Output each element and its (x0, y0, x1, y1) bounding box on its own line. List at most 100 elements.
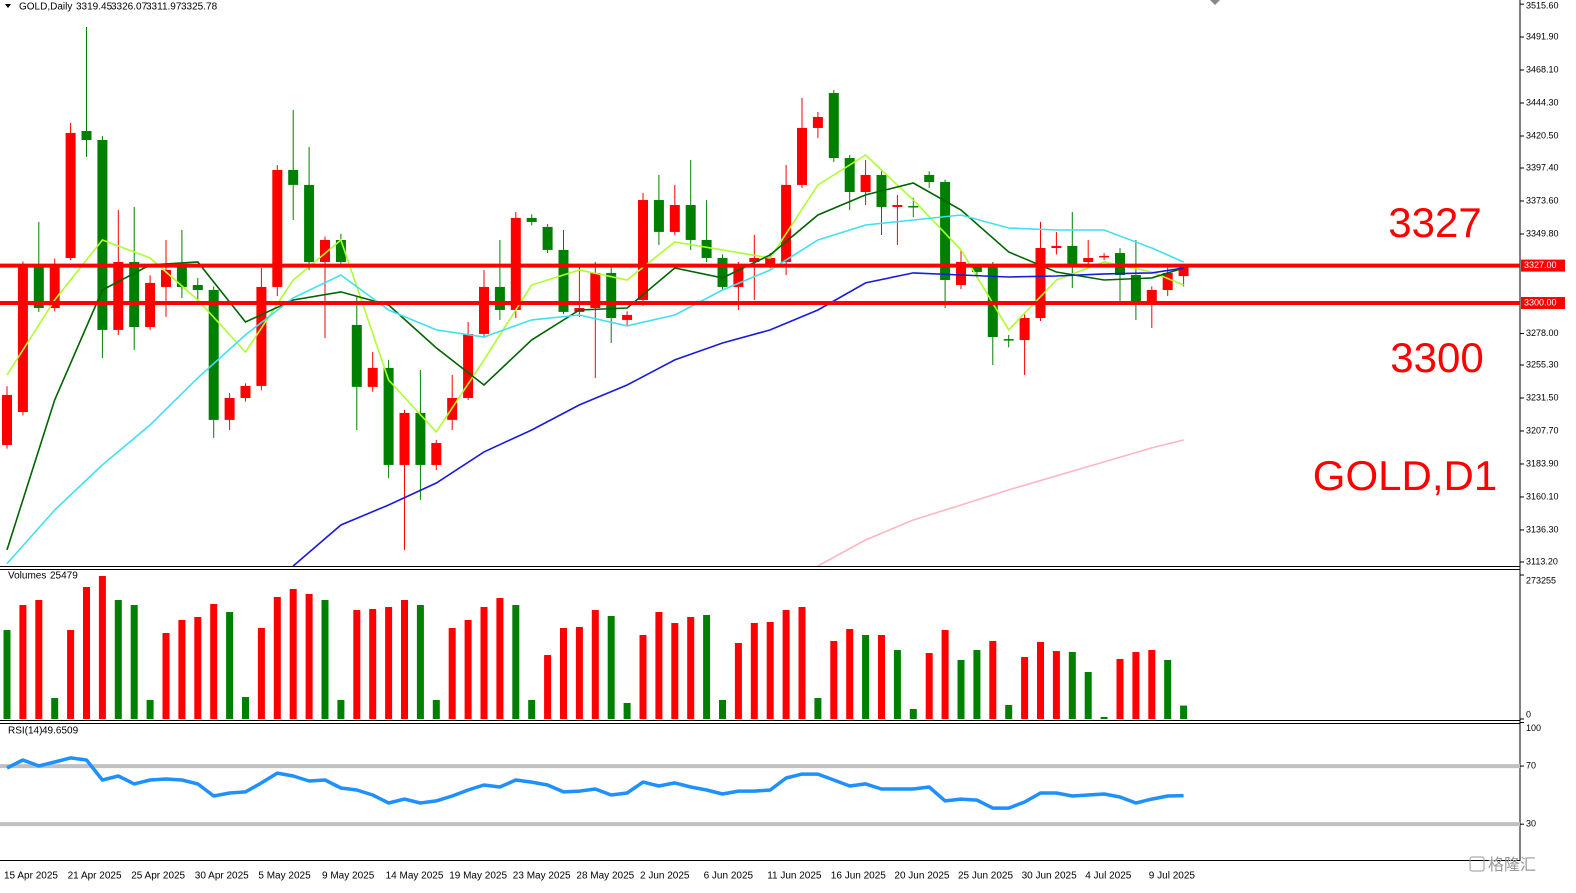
volume-bar (544, 655, 552, 719)
volume-bar (1164, 659, 1172, 719)
volume-title: Volumes (8, 571, 46, 582)
candle-body (1178, 267, 1189, 277)
x-tick-label: 5 May 2025 (258, 871, 311, 882)
candle-body (924, 174, 935, 183)
x-tick-label: 25 Apr 2025 (131, 871, 185, 882)
y-tick-label: 3160.10 (1526, 491, 1559, 501)
rsi-line (6, 756, 1184, 810)
chart-title: GOLD,Daily (19, 2, 72, 13)
candle-body (335, 239, 346, 262)
y-tick-label: 3136.30 (1526, 524, 1559, 534)
volume-bar (1132, 652, 1140, 719)
volume-bar (989, 641, 997, 719)
candle-body (892, 205, 903, 207)
volume-bar (130, 605, 138, 719)
candle-body (367, 367, 378, 387)
candle-body (383, 367, 394, 465)
volume-bar (830, 641, 838, 719)
volume-bar (98, 575, 106, 719)
candle-body (49, 264, 60, 309)
volume-bar (67, 629, 75, 719)
level-label: 3327.00 (1524, 260, 1557, 270)
candle-body (1003, 339, 1014, 341)
candle-body (17, 264, 28, 412)
moving-average (6, 182, 1184, 551)
volume-bar (432, 699, 440, 719)
level-label-box (1521, 259, 1565, 272)
x-tick-label: 14 May 2025 (386, 871, 444, 882)
candle-body (1130, 275, 1141, 305)
volume-bar (1037, 642, 1044, 719)
candle-body (240, 385, 251, 398)
volume-bar (416, 605, 424, 719)
candle-body (192, 285, 203, 291)
volume-bar (35, 600, 43, 719)
candle-body (971, 267, 982, 272)
volume-bar (337, 699, 345, 719)
candle-body (176, 266, 187, 287)
volume-bar (226, 612, 234, 719)
volume-bar (162, 632, 170, 719)
y-tick-label: 3420.50 (1526, 130, 1559, 140)
candle-body (208, 290, 219, 420)
candle-body (844, 158, 855, 192)
candle-body (638, 200, 648, 300)
volume-bar (925, 653, 933, 719)
volume-bar (51, 698, 59, 719)
volume-bar (242, 697, 249, 719)
y-tick-label: 3231.50 (1526, 392, 1559, 402)
x-tick-label: 30 Apr 2025 (195, 871, 249, 882)
y-tick-label: 3207.70 (1526, 425, 1559, 435)
candle-body (320, 239, 330, 262)
level-annotation: 3327 (1388, 199, 1481, 246)
volume-bar (321, 600, 329, 719)
candle-body (1019, 318, 1030, 341)
volume-bar (591, 610, 599, 719)
x-tick-label: 28 May 2025 (576, 871, 634, 882)
candle-body (956, 261, 966, 286)
candle-body (272, 169, 283, 287)
candle-body (590, 272, 601, 309)
volume-bar (353, 610, 361, 719)
candle-body (860, 174, 871, 192)
x-tick-label: 20 Jun 2025 (894, 871, 949, 882)
candle-body (542, 226, 553, 250)
watermark-logo (1469, 856, 1485, 872)
candle-body (65, 132, 76, 258)
volume-bar (719, 699, 726, 719)
volume-bar (957, 659, 965, 719)
x-tick-label: 9 May 2025 (322, 871, 375, 882)
volume-bar (973, 650, 981, 719)
candle-body (33, 264, 44, 309)
volume-bar (560, 627, 567, 719)
y-tick-label: 3278.00 (1526, 328, 1559, 338)
candle-body (812, 116, 823, 128)
candle-body (606, 272, 617, 319)
level-annotation: 3300 (1390, 334, 1483, 381)
volume-bar (178, 619, 186, 719)
y-tick-label: 3113.20 (1526, 556, 1558, 566)
y-tick-label: 3255.30 (1526, 359, 1559, 369)
candle-body (669, 205, 680, 232)
volume-bar (480, 607, 488, 719)
annotation: GOLD,D1 (1313, 452, 1497, 499)
y-tick-label: 3468.10 (1526, 64, 1559, 74)
candle-body (1099, 255, 1110, 258)
x-tick-label: 16 Jun 2025 (831, 871, 886, 882)
volume-bar (289, 588, 297, 719)
volume-bar (909, 708, 917, 719)
volume-bar (766, 621, 774, 719)
candle-body (781, 184, 792, 262)
candle-body (113, 261, 124, 330)
rsi-current: 49.6509 (42, 726, 79, 737)
volume-bar (83, 586, 90, 719)
volume-bar (305, 594, 313, 719)
volume-bar (623, 702, 631, 719)
volume-bar (703, 614, 711, 719)
x-tick-label: 9 Jul 2025 (1149, 871, 1196, 882)
candle-body (224, 397, 235, 420)
y-tick-label: 3183.90 (1526, 458, 1559, 468)
y-tick-label: 3397.40 (1526, 162, 1559, 172)
